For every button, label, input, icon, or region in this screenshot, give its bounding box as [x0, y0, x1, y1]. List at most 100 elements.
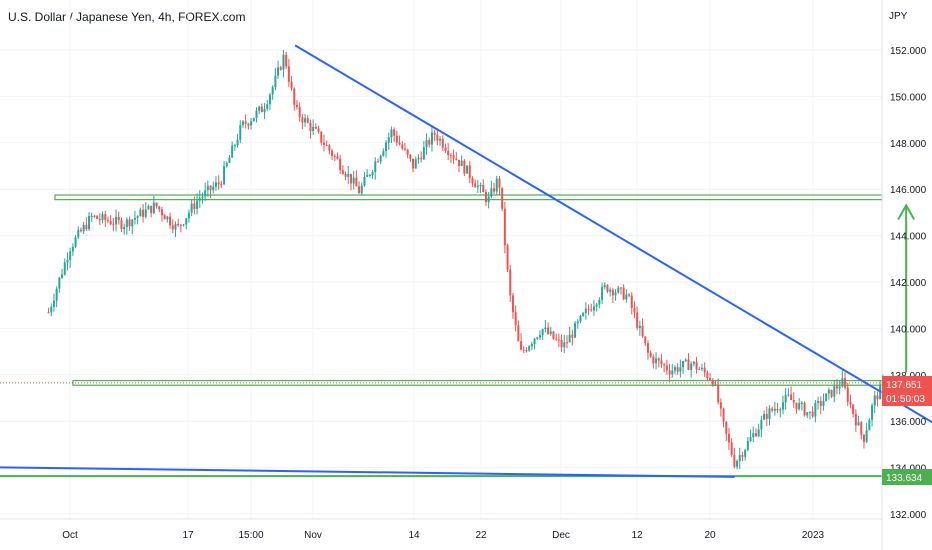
candle-body [263, 108, 266, 113]
candle-body [69, 251, 72, 261]
candle-body [52, 300, 55, 307]
candle-body [695, 361, 698, 370]
support-badge-bg [882, 469, 932, 485]
candle-body [490, 188, 493, 197]
candle-body [158, 206, 161, 210]
candle-body [241, 121, 244, 126]
candle-body [250, 121, 253, 126]
candle-body [115, 216, 118, 225]
horizontal-zones [0, 194, 883, 478]
candle-body [258, 106, 261, 111]
candle-body [322, 142, 325, 145]
candle-body [190, 203, 193, 213]
candle-body [304, 118, 307, 123]
candle-body [625, 294, 628, 300]
candle-body [698, 369, 701, 371]
candle-body [522, 349, 525, 351]
candle-body [833, 386, 836, 397]
x-tick-label: 20 [704, 530, 716, 541]
candle-body [563, 342, 566, 348]
candle-body [123, 226, 126, 230]
x-tick-label: 12 [631, 530, 643, 541]
x-tick-label: 17 [182, 530, 194, 541]
candle-body [873, 395, 876, 406]
candle-body [511, 295, 514, 313]
candle-body [733, 455, 736, 467]
candle-body [325, 144, 328, 146]
candle-body [233, 145, 236, 147]
candle-body [868, 419, 871, 431]
descending-trendline [294, 44, 932, 424]
candle-body [476, 185, 479, 188]
candle-body [655, 358, 658, 364]
candle-body [630, 295, 633, 308]
candle-body [144, 209, 147, 217]
candle-body [206, 185, 209, 191]
candle-body [552, 331, 555, 339]
candle-body [112, 224, 115, 226]
candle-body [174, 223, 177, 230]
candle-body [47, 312, 50, 314]
candle-body [360, 185, 363, 194]
candle-body [61, 274, 64, 278]
candle-body [420, 157, 423, 160]
candle-body [811, 411, 814, 417]
candle-body [301, 117, 304, 123]
candle-body [741, 455, 744, 457]
candle-body [619, 287, 622, 289]
candle-body [700, 367, 703, 370]
candle-body [460, 160, 463, 167]
candle-body [555, 338, 558, 340]
candle-body [90, 215, 93, 217]
candle-body [484, 192, 487, 203]
candle-body [687, 359, 690, 370]
candle-body [614, 292, 617, 296]
candle-body [598, 299, 601, 305]
candle-body [587, 308, 590, 310]
candle-body [498, 178, 501, 188]
candle-body [644, 336, 647, 344]
candle-body [808, 411, 811, 413]
candle-body [120, 220, 123, 230]
support-price: 133.634 [886, 473, 923, 484]
candle-body [436, 134, 439, 141]
candle-body [96, 215, 99, 219]
candle-body [673, 367, 676, 371]
candle-body [841, 378, 844, 387]
candle-body [746, 441, 749, 450]
candle-body [706, 372, 709, 379]
candle-body [730, 442, 733, 456]
candle-body [752, 433, 755, 438]
candle-body [679, 367, 682, 372]
y-ticks: 152.000 150.000 148.000 146.000 144.000 142.0… [890, 46, 927, 521]
candle-body [744, 449, 747, 457]
candle-body [387, 136, 390, 143]
candle-body [422, 147, 425, 160]
candle-body [549, 331, 552, 334]
candle-body [209, 185, 212, 191]
candle-body [217, 182, 220, 184]
candle-body [571, 334, 574, 338]
candle-body [287, 66, 290, 82]
candle-body [441, 138, 444, 148]
candle-body [838, 386, 841, 389]
candle-body [665, 365, 668, 371]
candle-body [239, 125, 242, 140]
candle-body [290, 81, 293, 89]
candle-body [63, 262, 66, 275]
candle-body [374, 161, 377, 173]
candle-body [50, 306, 53, 313]
candle-body [860, 422, 863, 435]
candle-body [865, 430, 868, 442]
candle-body [544, 327, 547, 330]
candle-body [714, 384, 717, 386]
candle-body [719, 402, 722, 409]
candle-body [79, 229, 82, 232]
candle-body [171, 225, 174, 230]
candle-body [228, 157, 231, 163]
candle-body [763, 413, 766, 420]
candle-body [606, 285, 609, 292]
candle-body [622, 287, 625, 300]
trendlines [0, 44, 932, 478]
